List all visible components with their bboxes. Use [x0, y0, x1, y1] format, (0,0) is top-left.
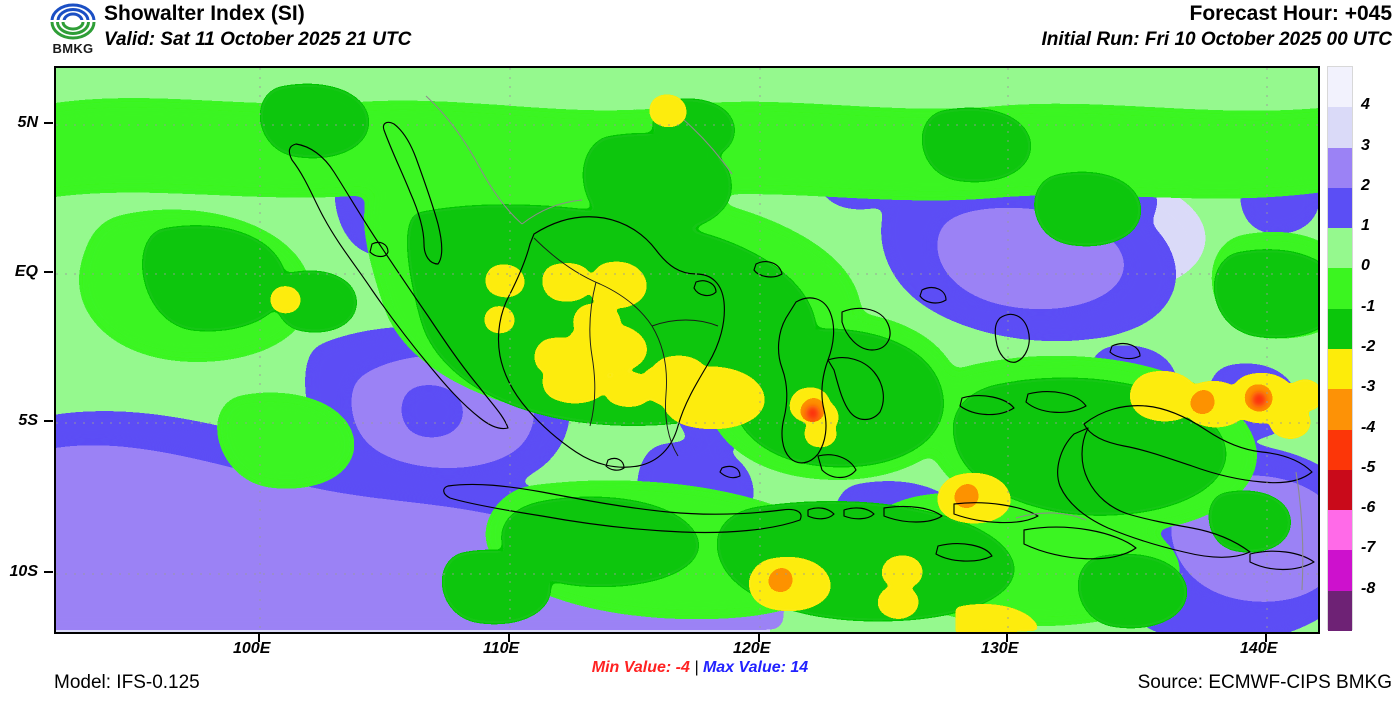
colorbar-label-4: 4: [1361, 96, 1370, 114]
colorbar: [1327, 66, 1353, 631]
colorbar-label-0: 0: [1361, 257, 1370, 275]
colorbar-label-3: 3: [1361, 136, 1370, 154]
max-value: 14: [790, 659, 809, 676]
model-label: Model: IFS-0.125: [54, 672, 200, 693]
colorbar-band-4: [1328, 107, 1352, 148]
minmax-separator: |: [694, 659, 699, 676]
source-label: Source: ECMWF-CIPS BMKG: [1137, 672, 1392, 693]
colorbar-label-neg8: -8: [1361, 579, 1376, 597]
y-tick-label-eq: EQ: [14, 263, 38, 280]
bmkg-logo-svg: [50, 3, 96, 40]
x-tick-mark-130e: [1006, 634, 1008, 642]
valid-time-label: Valid: Sat 11 October 2025 21 UTC: [104, 29, 412, 50]
colorbar-band-top: [1328, 67, 1352, 108]
x-tick-mark-140e: [1265, 634, 1267, 642]
colorbar-band-neg2: [1328, 348, 1352, 390]
colorbar-band-neg1: [1328, 308, 1352, 349]
y-tick-mark-10s: [44, 571, 53, 573]
colorbar-band-neg7: [1328, 550, 1352, 591]
min-max-values: Min Value: -4 | Max Value: 14: [0, 659, 1400, 677]
bmkg-logo: BMKG: [43, 3, 103, 58]
map-plot-area[interactable]: Copyright Sub Bidang Prediksi Cuaca BMKG…: [54, 66, 1320, 634]
y-tick-mark-5s: [44, 420, 53, 422]
x-tick-label-140e: 140E: [1240, 640, 1278, 657]
max-value-text: Max Value: 14: [703, 659, 808, 676]
colorbar-label-neg4: -4: [1361, 418, 1376, 436]
x-tick-mark-110e: [508, 634, 510, 642]
max-label: Max Value:: [702, 659, 786, 676]
x-tick-label-120e: 120E: [733, 640, 771, 657]
colorbar-label-neg5: -5: [1361, 458, 1376, 476]
min-value: -4: [675, 659, 690, 676]
colorbar-label-neg2: -2: [1361, 338, 1376, 355]
x-tick-label-100e: 100E: [233, 640, 271, 657]
colorbar-band-1: [1328, 228, 1352, 269]
min-value-text: Min Value: -4: [592, 659, 695, 676]
colorbar-band-2: [1328, 187, 1352, 229]
showalter-index-field: [56, 68, 1318, 632]
colorbar-band-0: [1328, 268, 1352, 309]
bmkg-logo-arcs: [49, 3, 97, 41]
colorbar-band-3: [1328, 147, 1352, 188]
bmkg-logo-label: BMKG: [52, 41, 94, 56]
colorbar-label-neg6: -6: [1361, 499, 1376, 517]
colorbar-band-neg6: [1328, 510, 1352, 551]
min-label: Min Value:: [591, 659, 672, 676]
y-tick-mark-5n: [44, 122, 53, 124]
colorbar-band-neg8: [1328, 590, 1352, 631]
y-tick-label-5n: 5N: [17, 114, 38, 131]
y-tick-label-10s: 10S: [9, 563, 38, 580]
colorbar-band-neg5: [1328, 469, 1352, 511]
forecast-hour-label: Forecast Hour: +045: [1189, 2, 1393, 25]
page-title: Showalter Index (SI): [104, 2, 305, 25]
x-tick-label-110e: 110E: [483, 640, 520, 657]
x-tick-mark-120e: [758, 634, 760, 642]
colorbar-label-1: 1: [1361, 217, 1370, 235]
x-tick-label-130e: 130E: [981, 640, 1019, 657]
y-tick-label-5s: 5S: [18, 412, 38, 429]
colorbar-label-neg1: -1: [1361, 297, 1376, 315]
colorbar-label-2: 2: [1361, 176, 1370, 194]
colorbar-label-neg7: -7: [1361, 539, 1376, 557]
initial-run-label: Initial Run: Fri 10 October 2025 00 UTC: [1041, 29, 1392, 50]
colorbar-label-neg3: -3: [1361, 378, 1376, 396]
x-tick-mark-100e: [258, 634, 260, 642]
y-tick-mark-eq: [44, 271, 53, 273]
colorbar-band-neg4: [1328, 429, 1352, 470]
colorbar-band-neg3: [1328, 389, 1352, 430]
